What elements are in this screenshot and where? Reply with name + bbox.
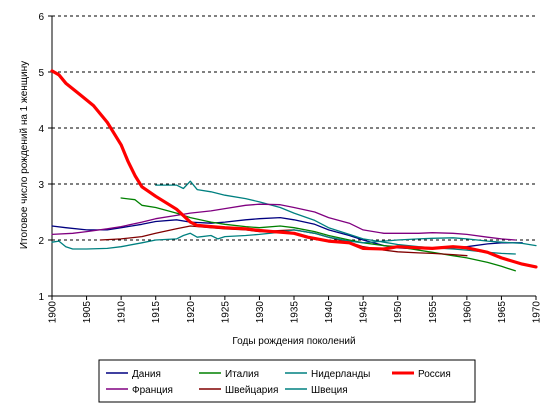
x-tick-label: 1955	[428, 301, 439, 324]
x-tick-label: 1920	[186, 301, 197, 324]
x-tick-label: 1945	[359, 301, 370, 324]
y-tick-label: 4	[38, 124, 44, 135]
x-axis-title: Годы рождения поколений	[232, 336, 355, 347]
legend-label: Россия	[418, 369, 451, 380]
x-tick-label: 1905	[82, 301, 93, 324]
series-line-6	[99, 225, 468, 257]
y-tick-label: 3	[38, 180, 44, 191]
y-axis-title: Итоговое число рождений на 1 женщину	[19, 61, 30, 249]
legend-label: Франция	[132, 385, 173, 396]
x-tick-labels: 1900 1905 1910 1915 1920 1925 1930 1935 1940 1945…	[48, 301, 543, 324]
x-tick-label: 1940	[324, 301, 335, 324]
legend-label: Швейцария	[225, 385, 278, 396]
y-tick-label: 1	[38, 292, 44, 303]
x-tick-label: 1910	[117, 301, 128, 324]
series-line-2	[120, 197, 516, 272]
x-tick-label: 1935	[290, 301, 301, 324]
legend: Дания Италия Нидерланды Россия Франция Швейца…	[98, 359, 476, 403]
x-tick-label: 1960	[462, 301, 473, 324]
x-tick-label: 1915	[151, 301, 162, 324]
x-tick-label: 1930	[255, 301, 266, 324]
x-tick-label: 1900	[48, 301, 59, 324]
y-tick-labels: 1 2 3 4 5 6	[38, 12, 44, 303]
legend-label: Дания	[132, 369, 161, 380]
series-line-4	[50, 69, 538, 269]
legend-box	[98, 359, 476, 403]
legend-label: Италия	[225, 369, 259, 380]
series-lines	[50, 69, 538, 272]
series-line-7	[51, 229, 537, 250]
x-tick-label: 1950	[393, 301, 404, 324]
legend-label: Швеция	[311, 385, 348, 396]
x-tick-label: 1970	[532, 301, 543, 324]
series-line-3	[155, 180, 516, 255]
y-tick-label: 6	[38, 12, 44, 23]
series-line-5	[51, 203, 516, 241]
x-tick-label: 1925	[220, 301, 231, 324]
legend-label: Нидерланды	[311, 369, 370, 380]
x-tick-label: 1965	[497, 301, 508, 324]
grid-lines	[52, 15, 536, 241]
axes	[48, 15, 537, 300]
y-tick-label: 5	[38, 68, 44, 79]
y-tick-label: 2	[38, 236, 44, 247]
